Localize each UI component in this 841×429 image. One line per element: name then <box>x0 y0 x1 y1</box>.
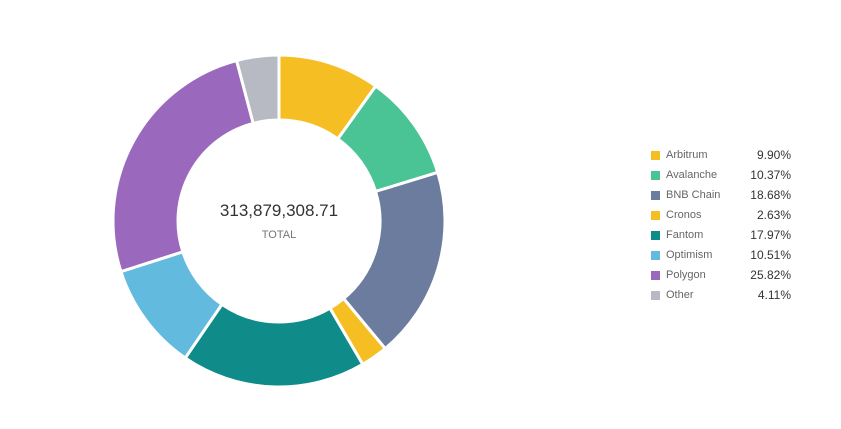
legend-item-cronos[interactable]: Cronos 2.63% <box>651 205 791 225</box>
legend-item-bnb-chain[interactable]: BNB Chain 18.68% <box>651 185 791 205</box>
legend-label: Polygon <box>666 269 706 281</box>
legend-item-other[interactable]: Other 4.11% <box>651 285 791 305</box>
legend-value: 10.51% <box>750 248 791 262</box>
legend-label: Cronos <box>666 209 702 221</box>
legend-item-avalanche[interactable]: Avalanche 10.37% <box>651 165 791 185</box>
legend-label: Other <box>666 289 694 301</box>
legend-swatch <box>651 190 660 200</box>
legend-label: Fantom <box>666 229 704 241</box>
legend-value: 17.97% <box>750 228 791 242</box>
total-value: 313,879,308.71 <box>219 201 339 220</box>
legend-item-optimism[interactable]: Optimism 10.51% <box>651 245 791 265</box>
legend-value: 18.68% <box>750 188 791 202</box>
legend-item-arbitrum[interactable]: Arbitrum 9.90% <box>651 145 791 165</box>
legend-label: Optimism <box>666 249 713 261</box>
legend: Arbitrum 9.90% Avalanche 10.37% BNB Chai… <box>651 145 791 305</box>
legend-value: 10.37% <box>750 168 791 182</box>
legend-value: 2.63% <box>756 208 791 222</box>
legend-swatch <box>651 210 660 220</box>
total-label: TOTAL <box>261 229 297 241</box>
legend-swatch <box>651 250 660 260</box>
legend-item-fantom[interactable]: Fantom 17.97% <box>651 225 791 245</box>
slice-polygon[interactable] <box>111 58 256 274</box>
legend-swatch <box>651 230 660 240</box>
legend-value: 4.11% <box>757 288 791 302</box>
legend-swatch <box>651 150 660 160</box>
legend-value: 25.82% <box>750 268 791 282</box>
slice-other[interactable] <box>234 53 281 126</box>
legend-value: 9.90% <box>756 148 791 162</box>
legend-label: Arbitrum <box>666 149 708 161</box>
legend-swatch <box>651 270 660 280</box>
legend-label: BNB Chain <box>666 189 721 201</box>
legend-item-polygon[interactable]: Polygon 25.82% <box>651 265 791 285</box>
legend-swatch <box>651 290 660 300</box>
legend-label: Avalanche <box>666 169 718 181</box>
legend-swatch <box>651 170 660 180</box>
